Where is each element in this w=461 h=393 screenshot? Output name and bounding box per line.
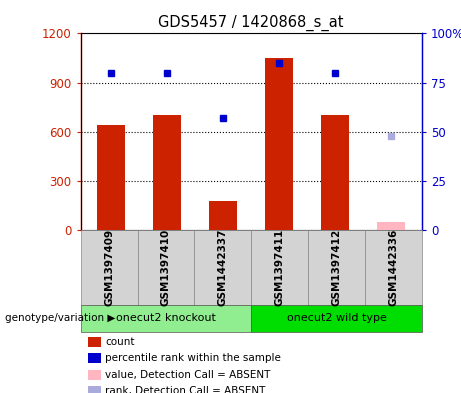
Text: onecut2 knockout: onecut2 knockout xyxy=(116,313,216,323)
Text: onecut2 wild type: onecut2 wild type xyxy=(287,313,386,323)
Bar xyxy=(377,222,405,230)
Text: GSM1397412: GSM1397412 xyxy=(331,229,342,306)
Text: value, Detection Call = ABSENT: value, Detection Call = ABSENT xyxy=(105,370,271,380)
Title: GDS5457 / 1420868_s_at: GDS5457 / 1420868_s_at xyxy=(159,15,344,31)
Text: GSM1397411: GSM1397411 xyxy=(275,229,285,306)
Text: GSM1397410: GSM1397410 xyxy=(161,229,171,306)
Text: GSM1397409: GSM1397409 xyxy=(104,229,114,306)
Bar xyxy=(265,58,293,230)
Text: count: count xyxy=(105,337,135,347)
Bar xyxy=(154,115,181,230)
Text: percentile rank within the sample: percentile rank within the sample xyxy=(105,353,281,364)
Bar xyxy=(321,115,349,230)
Bar xyxy=(209,201,237,230)
Text: GSM1442336: GSM1442336 xyxy=(388,229,398,306)
Text: rank, Detection Call = ABSENT: rank, Detection Call = ABSENT xyxy=(105,386,266,393)
Text: GSM1442337: GSM1442337 xyxy=(218,228,228,306)
Bar xyxy=(97,125,125,230)
Text: genotype/variation ▶: genotype/variation ▶ xyxy=(5,313,115,323)
